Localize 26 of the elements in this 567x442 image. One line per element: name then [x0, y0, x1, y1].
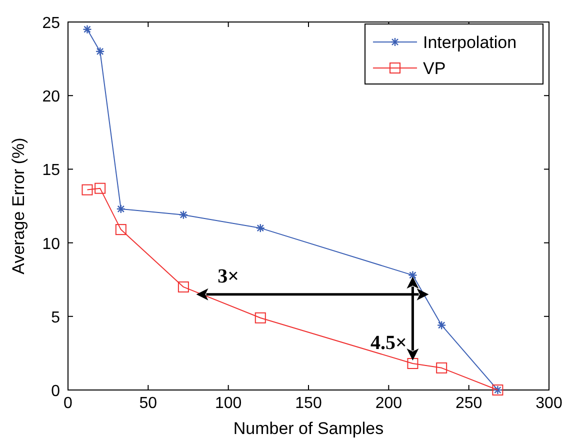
- y-tick-label: 0: [51, 383, 60, 400]
- x-tick-label: 200: [375, 395, 402, 412]
- y-tick-label: 5: [51, 309, 60, 326]
- annotation: 4.5×: [370, 332, 407, 354]
- annotation: 3×: [218, 266, 240, 288]
- point: [407, 358, 418, 370]
- x-axis-title: Number of Samples: [233, 419, 384, 438]
- x-tick-label: 100: [214, 395, 242, 412]
- y-tick-label: 10: [42, 236, 60, 253]
- y-axis-title: Average Error (%): [9, 138, 28, 274]
- x-tick-label: 250: [455, 395, 482, 412]
- x-tick-label: 0: [64, 395, 73, 412]
- x-tick-label: 150: [295, 395, 322, 412]
- point: [94, 182, 106, 194]
- y-tick-label: 15: [42, 162, 60, 180]
- point: [178, 281, 189, 292]
- point: [436, 362, 448, 374]
- point: [82, 184, 93, 196]
- y-tick-label: 20: [42, 88, 60, 106]
- legend-label: VP: [423, 59, 446, 78]
- point: [254, 312, 266, 324]
- x-tick-label: 300: [536, 395, 562, 412]
- legend-label: Interpolation: [423, 33, 517, 52]
- y-tick-label: 25: [42, 15, 60, 32]
- point: [115, 224, 126, 236]
- x-tick-label: 50: [139, 395, 158, 412]
